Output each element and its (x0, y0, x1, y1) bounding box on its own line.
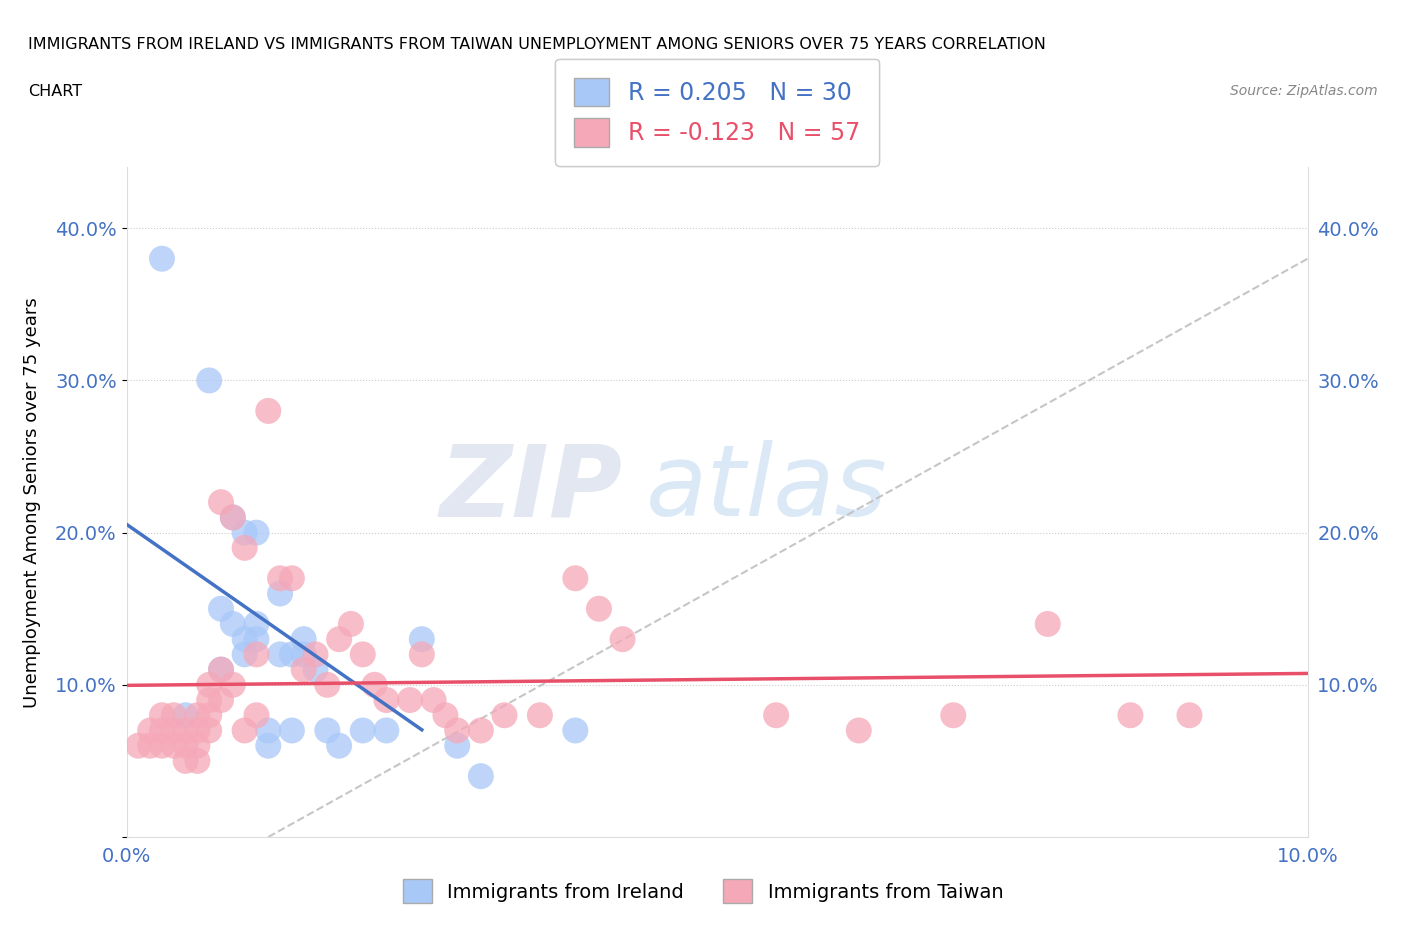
Point (446, 723, 468, 737)
Point (150, 251, 173, 266)
Point (198, 677, 221, 692)
Point (352, 647, 374, 662)
Point (434, 708, 457, 723)
Point (163, 723, 186, 737)
Point (209, 662, 232, 677)
Point (233, 631, 256, 646)
Point (942, 708, 965, 723)
Point (292, 647, 315, 662)
Legend: Immigrants from Ireland, Immigrants from Taiwan: Immigrants from Ireland, Immigrants from… (395, 871, 1011, 911)
Point (411, 647, 433, 662)
Point (209, 693, 232, 708)
Point (174, 708, 197, 723)
Point (316, 723, 339, 737)
Legend: R = 0.205   N = 30, R = -0.123   N = 57: R = 0.205 N = 30, R = -0.123 N = 57 (555, 59, 879, 166)
Point (281, 723, 304, 737)
Point (1036, 617, 1059, 631)
Point (222, 510, 245, 525)
Point (363, 677, 385, 692)
Point (328, 738, 350, 753)
Point (127, 738, 149, 753)
Point (174, 723, 197, 737)
Point (411, 631, 433, 646)
Point (198, 693, 221, 708)
Point (186, 738, 208, 753)
Point (257, 723, 280, 737)
Point (304, 647, 326, 662)
Point (612, 631, 634, 646)
Point (150, 738, 173, 753)
Point (269, 586, 291, 601)
Point (233, 525, 256, 540)
Point (233, 540, 256, 555)
Point (222, 510, 245, 525)
Point (292, 631, 315, 646)
Point (1119, 708, 1142, 723)
Point (245, 617, 267, 631)
Point (352, 723, 374, 737)
Point (198, 723, 221, 737)
Point (233, 723, 256, 737)
Text: CHART: CHART (28, 84, 82, 99)
Point (150, 708, 173, 723)
Point (245, 631, 267, 646)
Point (198, 373, 221, 388)
Point (209, 662, 232, 677)
Point (375, 693, 398, 708)
Point (209, 495, 232, 510)
Y-axis label: Unemployment Among Seniors over 75 years: Unemployment Among Seniors over 75 years (22, 297, 41, 708)
Point (564, 571, 586, 586)
Point (340, 617, 363, 631)
Point (1178, 708, 1201, 723)
Point (186, 723, 208, 737)
Point (375, 723, 398, 737)
Point (281, 647, 304, 662)
Point (245, 708, 267, 723)
Point (316, 677, 339, 692)
Point (222, 617, 245, 631)
Point (529, 708, 551, 723)
Point (422, 693, 444, 708)
Text: Source: ZipAtlas.com: Source: ZipAtlas.com (1230, 84, 1378, 98)
Point (494, 708, 516, 723)
Point (150, 723, 173, 737)
Point (446, 738, 468, 753)
Text: atlas: atlas (647, 440, 887, 538)
Point (281, 571, 304, 586)
Point (186, 753, 208, 768)
Point (233, 647, 256, 662)
Point (139, 723, 162, 737)
Point (245, 525, 267, 540)
Point (269, 571, 291, 586)
Point (186, 708, 208, 723)
Point (222, 677, 245, 692)
Point (328, 631, 350, 646)
Point (257, 738, 280, 753)
Point (139, 738, 162, 753)
Point (470, 723, 492, 737)
Text: IMMIGRANTS FROM IRELAND VS IMMIGRANTS FROM TAIWAN UNEMPLOYMENT AMONG SENIORS OVE: IMMIGRANTS FROM IRELAND VS IMMIGRANTS FR… (28, 37, 1046, 52)
Point (269, 647, 291, 662)
Point (765, 708, 787, 723)
Point (174, 753, 197, 768)
Point (163, 738, 186, 753)
Point (304, 662, 326, 677)
Point (245, 647, 267, 662)
Point (257, 404, 280, 418)
Point (163, 708, 186, 723)
Point (564, 723, 586, 737)
Text: ZIP: ZIP (440, 440, 623, 538)
Point (399, 693, 422, 708)
Point (588, 602, 610, 617)
Point (848, 723, 870, 737)
Point (292, 662, 315, 677)
Point (174, 738, 197, 753)
Point (470, 769, 492, 784)
Point (209, 602, 232, 617)
Point (198, 708, 221, 723)
